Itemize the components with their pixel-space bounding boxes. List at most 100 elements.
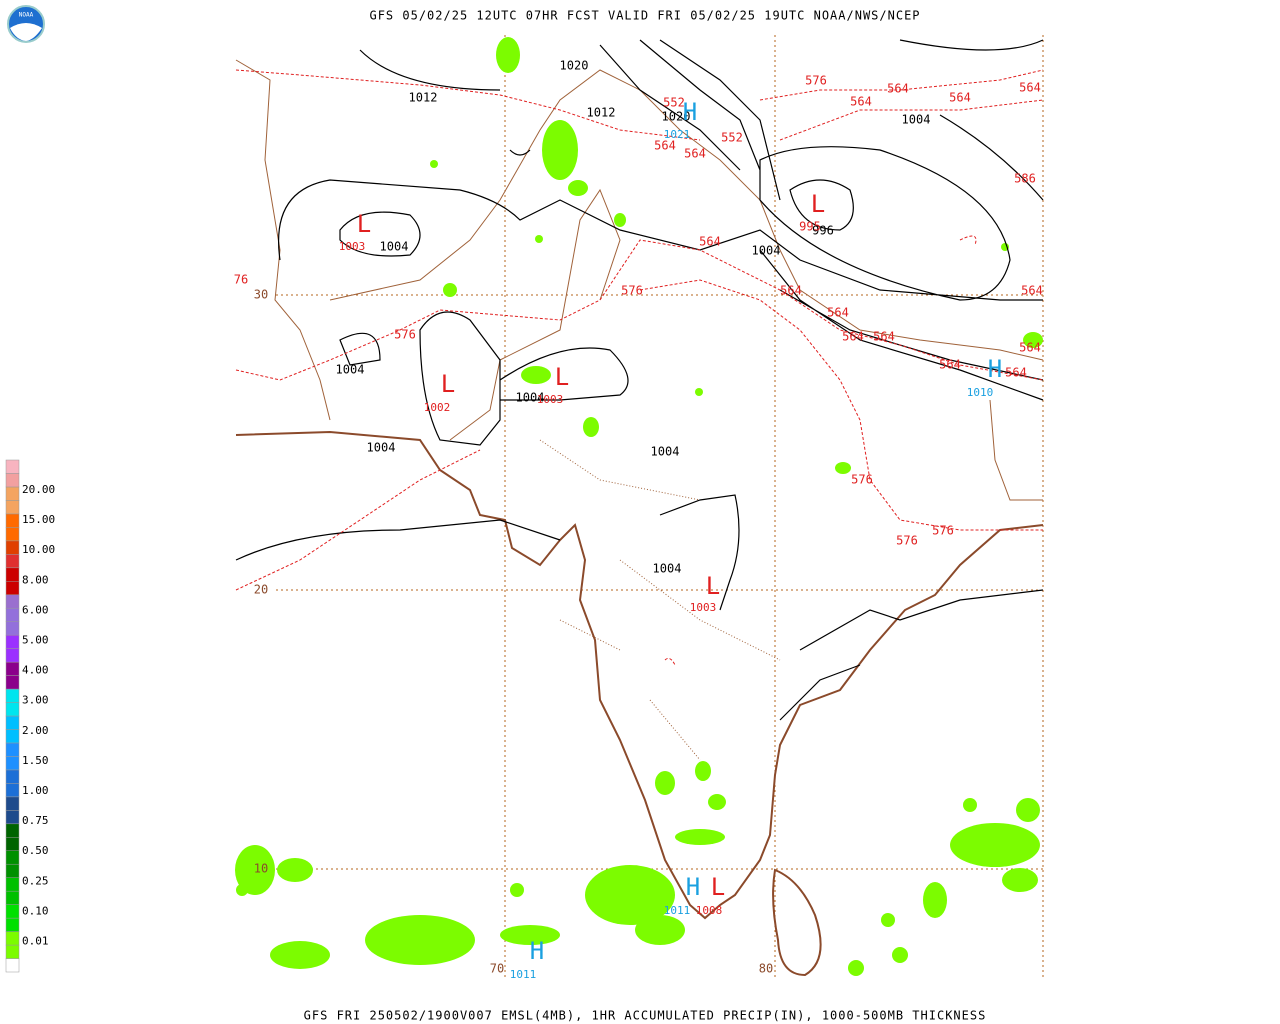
precip-areas bbox=[235, 37, 1043, 976]
legend-swatch bbox=[5, 823, 20, 838]
legend-swatch bbox=[5, 486, 20, 501]
coastline bbox=[235, 430, 1044, 920]
thickness-label: 576 bbox=[394, 328, 416, 342]
isobar-label: 1012 bbox=[587, 106, 616, 120]
thickness-label: 564 bbox=[1019, 81, 1041, 95]
thickness-label: 576 bbox=[805, 74, 827, 88]
legend-swatch bbox=[5, 783, 20, 798]
low-symbol: L bbox=[441, 370, 455, 398]
legend-swatch bbox=[5, 688, 20, 703]
high-symbol: H bbox=[683, 98, 697, 126]
legend-label: 4.00 bbox=[22, 664, 49, 677]
thickness-label: 576 bbox=[851, 473, 873, 487]
legend-swatch bbox=[5, 931, 20, 946]
legend-swatch bbox=[5, 607, 20, 622]
thickness-label: 564 bbox=[887, 82, 909, 96]
thickness-label: 564 bbox=[1005, 366, 1027, 380]
thickness-label: 552 bbox=[721, 131, 743, 145]
precip-legend: 20.00 15.00 10.00 8.00 6.00 5.00 4.00 3.00 2.00 1… bbox=[5, 459, 55, 973]
legend-swatch bbox=[5, 863, 20, 878]
low-pressure: 1008 bbox=[696, 904, 723, 917]
legend-swatch bbox=[5, 837, 20, 851]
legend-label: 0.75 bbox=[22, 814, 49, 827]
legend-swatch bbox=[5, 581, 20, 595]
isobar-label: 1004 bbox=[367, 441, 396, 455]
legend-swatch bbox=[5, 729, 20, 744]
thickness-label: 564 bbox=[1019, 341, 1041, 355]
isobar-label: 1004 bbox=[902, 113, 931, 127]
thickness-label: 76 bbox=[234, 273, 248, 287]
isobar-label: 1012 bbox=[409, 91, 438, 105]
low-symbol: L bbox=[357, 210, 371, 238]
isobar-label: 1004 bbox=[651, 445, 680, 459]
thickness-label: 564 bbox=[842, 330, 864, 344]
thickness-label: 564 bbox=[850, 95, 872, 109]
legend-swatch bbox=[5, 594, 20, 609]
legend-label: 0.01 bbox=[22, 935, 49, 948]
low-pressure: 1002 bbox=[424, 401, 451, 414]
thickness-label: 564 bbox=[873, 330, 895, 344]
legend-swatch bbox=[5, 796, 20, 811]
legend-swatch bbox=[5, 661, 20, 676]
low-symbol: L bbox=[811, 190, 825, 218]
thickness-label: 995 bbox=[799, 220, 821, 234]
low-symbol: L bbox=[706, 572, 720, 600]
legend-label: 6.00 bbox=[22, 603, 49, 616]
isobar-label: 1020 bbox=[662, 110, 691, 124]
legend-swatch bbox=[5, 554, 20, 569]
legend-swatch bbox=[5, 904, 20, 919]
legend-label: 0.50 bbox=[22, 844, 49, 857]
legend-swatch bbox=[5, 958, 20, 973]
longitude-label: 70 bbox=[490, 962, 504, 976]
low-symbol: L bbox=[711, 873, 725, 901]
longitude-label: 80 bbox=[759, 962, 773, 976]
high-pressure: 1011 bbox=[664, 904, 691, 917]
legend-label: 15.00 bbox=[22, 513, 55, 526]
high-pressure: 1011 bbox=[510, 968, 537, 981]
isobar-label: 1020 bbox=[560, 59, 589, 73]
legend-swatch bbox=[5, 500, 20, 515]
border bbox=[235, 59, 1044, 501]
legend-label: 3.00 bbox=[22, 694, 49, 707]
low-symbol: L bbox=[555, 363, 569, 391]
legend-swatch bbox=[5, 621, 20, 636]
legend-swatch bbox=[5, 567, 20, 582]
legend-swatch bbox=[5, 715, 20, 730]
thickness-label: 576 bbox=[932, 524, 954, 538]
thickness-label: 564 bbox=[949, 91, 971, 105]
isobar-label: 996 bbox=[812, 224, 834, 238]
legend-swatch bbox=[5, 944, 20, 959]
legend-label: 1.00 bbox=[22, 784, 49, 797]
latitude-label: 10 bbox=[254, 862, 268, 876]
isobar-label: 1004 bbox=[336, 363, 365, 377]
sri-lanka bbox=[772, 868, 822, 977]
thickness-label: 576 bbox=[621, 284, 643, 298]
map-title: GFS 05/02/25 12UTC 07HR FCST VALID FRI 0… bbox=[369, 9, 920, 23]
latitude-label: 30 bbox=[254, 288, 268, 302]
low-pressure: 1003 bbox=[690, 601, 717, 614]
map bbox=[235, 35, 1044, 978]
legend-label: 1.50 bbox=[22, 754, 49, 767]
low-pressure: 1003 bbox=[339, 240, 366, 253]
thickness-label: 564 bbox=[684, 147, 706, 161]
low-pressure: 1003 bbox=[537, 393, 564, 406]
thickness-label: 586 bbox=[1014, 172, 1036, 186]
high-pressure: 1010 bbox=[967, 386, 994, 399]
thickness-label: 564 bbox=[939, 358, 961, 372]
legend-swatch bbox=[5, 513, 20, 528]
isobar-label: 1004 bbox=[380, 240, 409, 254]
thickness-label: 564 bbox=[827, 306, 849, 320]
high-symbol: H bbox=[988, 355, 1002, 383]
latitude-label: 20 bbox=[254, 583, 268, 597]
legend-label: 20.00 bbox=[22, 483, 55, 496]
legend-label: 10.00 bbox=[22, 543, 55, 556]
legend-swatch bbox=[5, 473, 20, 488]
thickness-label: 564 bbox=[699, 235, 721, 249]
legend-swatch bbox=[5, 810, 20, 825]
legend-swatch bbox=[5, 890, 20, 905]
legend-swatch bbox=[5, 648, 20, 663]
legend-swatch bbox=[5, 527, 20, 542]
